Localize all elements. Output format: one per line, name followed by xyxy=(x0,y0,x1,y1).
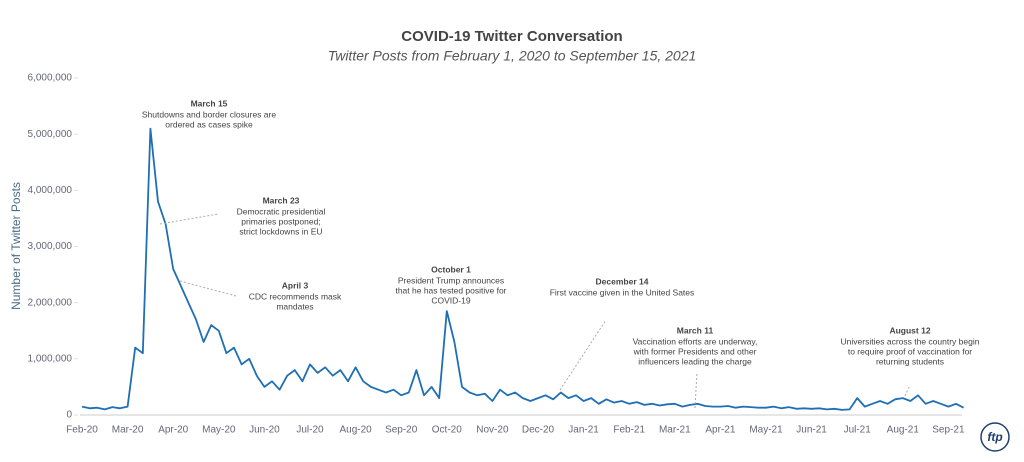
x-tick-label: Jul-21 xyxy=(844,425,872,436)
y-tick-label: 5,000,000 xyxy=(28,129,73,140)
annotation-text: returning students xyxy=(876,356,944,366)
annotation-text: Democratic presidential xyxy=(237,206,326,216)
annotation-title: March 11 xyxy=(677,325,714,335)
x-tick-label: Apr-20 xyxy=(158,425,188,436)
x-tick-label: Sep-21 xyxy=(932,425,965,436)
annotation-title: March 23 xyxy=(263,195,300,205)
annotation-text: primaries postponed; xyxy=(241,216,320,226)
annotation-text: President Trump announces xyxy=(398,275,504,285)
annotation-leader xyxy=(904,384,911,397)
x-tick-label: Feb-21 xyxy=(613,425,645,436)
x-tick-label: Oct-20 xyxy=(432,425,462,436)
annotation-text: mandates xyxy=(276,301,313,311)
annotation-text: that he has tested positive for xyxy=(395,285,506,295)
annotation-text: with former Presidents and other xyxy=(633,346,757,356)
annotation-text: COVID-19 xyxy=(431,295,470,305)
x-tick-label: May-21 xyxy=(749,425,783,436)
y-axis-label: Number of Twitter Posts xyxy=(9,182,23,310)
x-tick-label: Jun-20 xyxy=(249,425,280,436)
data-line xyxy=(81,127,965,411)
annotation-leader xyxy=(159,213,219,225)
y-tick-label: 1,000,000 xyxy=(28,353,73,364)
y-tick-label: 4,000,000 xyxy=(28,185,73,196)
x-tick-label: Jun-21 xyxy=(796,425,827,436)
y-tick-label: 0 xyxy=(66,410,72,421)
annotation-text: strict lockdowns in EU xyxy=(239,226,322,236)
annotation-text: to require proof of vaccination for xyxy=(848,346,972,356)
annotation-title: March 15 xyxy=(191,98,228,108)
annotation-title: April 3 xyxy=(282,280,309,290)
x-tick-label: Jul-20 xyxy=(296,425,324,436)
x-tick-label: Aug-21 xyxy=(887,425,920,436)
x-tick-label: Jan-21 xyxy=(568,425,599,436)
annotation-text: Universities across the country begin xyxy=(841,336,980,346)
y-tick-label: 2,000,000 xyxy=(28,297,73,308)
x-tick-label: Mar-20 xyxy=(112,425,144,436)
chart-subtitle: Twitter Posts from February 1, 2020 to S… xyxy=(328,48,697,64)
annotation-leader xyxy=(694,371,698,409)
x-tick-label: Feb-20 xyxy=(66,425,98,436)
y-tick-label: 3,000,000 xyxy=(28,241,73,252)
logo: ftp xyxy=(987,430,1002,444)
x-tick-label: Apr-21 xyxy=(705,425,735,436)
annotation-leader xyxy=(179,280,237,297)
annotation-text: Vaccination efforts are underway, xyxy=(633,336,758,346)
x-tick-label: Nov-20 xyxy=(476,425,509,436)
chart-title: COVID-19 Twitter Conversation xyxy=(401,28,622,45)
annotation-text: Shutdowns and border closures are xyxy=(142,109,276,119)
annotation-text: influencers leading the charge xyxy=(638,356,752,366)
annotation-leader xyxy=(559,319,607,391)
x-tick-label: Aug-20 xyxy=(339,425,372,436)
logo-ring xyxy=(980,422,1010,452)
x-tick-label: Mar-21 xyxy=(659,425,691,436)
annotation-title: December 14 xyxy=(596,276,649,286)
x-tick-label: Sep-20 xyxy=(385,425,418,436)
y-tick-label: 6,000,000 xyxy=(28,73,73,84)
annotation-text: First vaccine given in the United Sates xyxy=(550,287,695,297)
annotation-text: ordered as cases spike xyxy=(165,119,253,129)
x-tick-label: Dec-20 xyxy=(522,425,555,436)
x-tick-label: May-20 xyxy=(202,425,236,436)
annotation-title: October 1 xyxy=(431,264,471,274)
annotation-text: CDC recommends mask xyxy=(249,291,342,301)
annotation-title: August 12 xyxy=(889,325,930,335)
